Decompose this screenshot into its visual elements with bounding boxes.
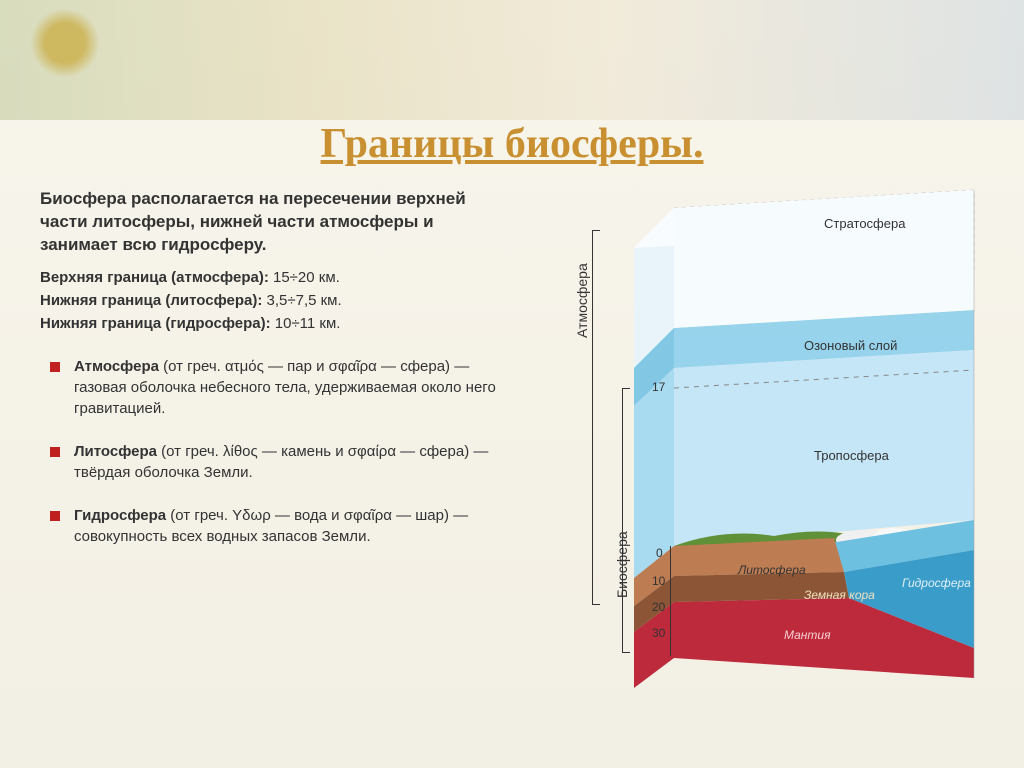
definition-text: Литосфера (от греч. λίθος — камень и σφα… bbox=[74, 441, 500, 483]
boundary-label: Нижняя граница (гидросфера): bbox=[40, 315, 271, 332]
boundary-lithosphere: Нижняя граница (литосфера): 3,5÷7,5 км. bbox=[40, 292, 500, 309]
tick-30: 30 bbox=[652, 626, 665, 640]
biosphere-diagram: Стратосфера Озоновый слой Тропосфера Лит… bbox=[504, 178, 1004, 718]
tick-17: 17 bbox=[652, 380, 665, 394]
boundary-atmosphere: Верхняя граница (атмосфера): 15÷20 км. bbox=[40, 269, 500, 286]
boundary-label: Верхняя граница (атмосфера): bbox=[40, 269, 269, 286]
label-stratosphere: Стратосфера bbox=[824, 216, 905, 231]
label-hydrosphere: Гидросфера bbox=[902, 576, 971, 590]
bullet-icon bbox=[50, 511, 60, 521]
definitions-list: Атмосфера (от греч. ατμός — пар и σφαῖρα… bbox=[40, 356, 500, 547]
definition-text: Гидросфера (от греч. Yδωρ — вода и σφαῖρ… bbox=[74, 505, 500, 547]
definition-text: Атмосфера (от греч. ατμός — пар и σφαῖρα… bbox=[74, 356, 500, 419]
boundary-label: Нижняя граница (литосфера): bbox=[40, 292, 262, 309]
vlabel-atmosphere: Атмосфера bbox=[574, 263, 590, 338]
leaf-decor bbox=[30, 8, 100, 78]
tick-0: 0 bbox=[656, 546, 663, 560]
tick-20: 20 bbox=[652, 600, 665, 614]
etymology: (от греч. Yδωρ — вода и σφαῖρα — шар) bbox=[170, 507, 449, 524]
label-ozone: Озоновый слой bbox=[804, 338, 897, 353]
boundary-value: 15÷20 км. bbox=[273, 269, 340, 286]
label-crust: Земная кора bbox=[804, 588, 875, 602]
header-decor bbox=[0, 0, 1024, 120]
label-mantle: Мантия bbox=[784, 628, 831, 642]
slide: Границы биосферы. Биосфера располагается… bbox=[0, 0, 1024, 768]
diagram-svg bbox=[504, 178, 1004, 718]
text-column: Биосфера располагается на пересечении ве… bbox=[40, 188, 520, 569]
term: Атмосфера bbox=[74, 358, 159, 375]
etymology: (от греч. ατμός — пар и σφαῖρα — сфера) bbox=[163, 358, 450, 375]
definition-item: Литосфера (от греч. λίθος — камень и σφα… bbox=[40, 441, 500, 483]
content-area: Биосфера располагается на пересечении ве… bbox=[40, 188, 984, 569]
term: Литосфера bbox=[74, 443, 157, 460]
bullet-icon bbox=[50, 447, 60, 457]
definition-item: Атмосфера (от греч. ατμός — пар и σφαῖρα… bbox=[40, 356, 500, 419]
intro-paragraph: Биосфера располагается на пересечении ве… bbox=[40, 188, 500, 257]
tick-10: 10 bbox=[652, 574, 665, 588]
slide-title: Границы биосферы. bbox=[40, 120, 984, 168]
term: Гидросфера bbox=[74, 507, 166, 524]
boundary-hydrosphere: Нижняя граница (гидросфера): 10÷11 км. bbox=[40, 315, 500, 332]
definition-item: Гидросфера (от греч. Yδωρ — вода и σφαῖρ… bbox=[40, 505, 500, 547]
boundary-value: 3,5÷7,5 км. bbox=[267, 292, 342, 309]
etymology: (от греч. λίθος — камень и σφαίρα — сфер… bbox=[161, 443, 469, 460]
bracket-atmosphere bbox=[592, 230, 600, 605]
bracket-biosphere bbox=[622, 388, 630, 653]
boundary-value: 10÷11 км. bbox=[275, 315, 341, 332]
label-lithosphere: Литосфера bbox=[738, 563, 806, 577]
depth-scale-line bbox=[670, 546, 671, 656]
label-troposphere: Тропосфера bbox=[814, 448, 889, 463]
bullet-icon bbox=[50, 362, 60, 372]
